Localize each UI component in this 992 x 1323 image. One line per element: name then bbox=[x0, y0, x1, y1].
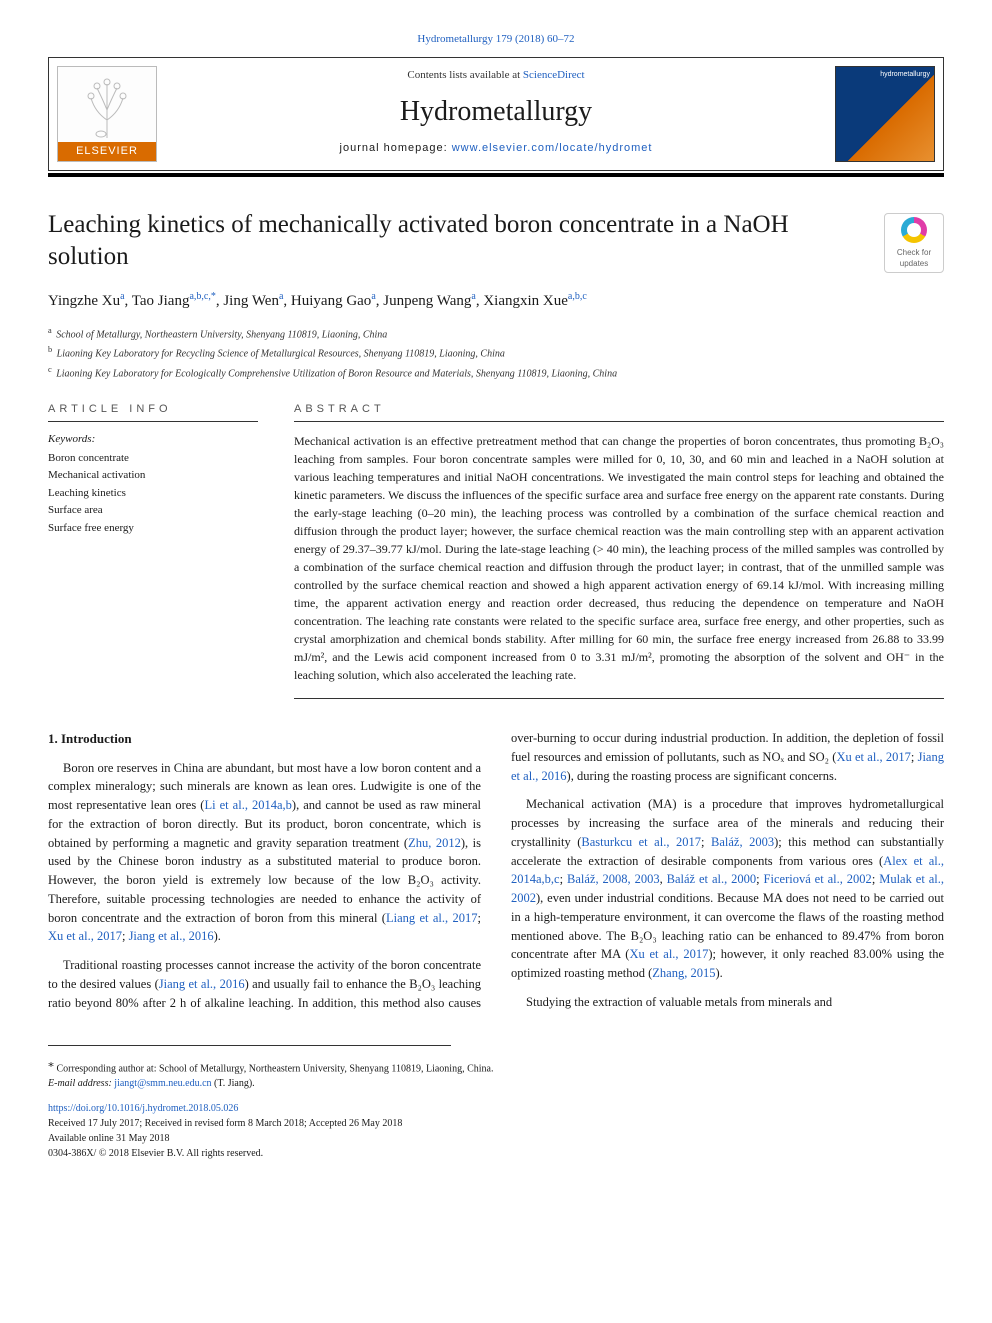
journal-issue-citation: Hydrometallurgy 179 (2018) 60–72 bbox=[48, 32, 944, 47]
section-heading-introduction: 1. Introduction bbox=[48, 729, 481, 749]
corresponding-author-text: Corresponding author at: School of Metal… bbox=[57, 1063, 494, 1074]
elsevier-tree-icon bbox=[58, 67, 156, 142]
check-for-updates-badge[interactable]: Check for updates bbox=[884, 213, 944, 273]
affiliation-item: b Liaoning Key Laboratory for Recycling … bbox=[48, 343, 944, 362]
publisher-logo[interactable]: ELSEVIER bbox=[57, 66, 157, 162]
keyword-item: Surface area bbox=[48, 502, 258, 520]
keywords-label: Keywords: bbox=[48, 432, 258, 447]
crossmark-icon bbox=[901, 217, 927, 243]
affiliation-item: c Liaoning Key Laboratory for Ecological… bbox=[48, 363, 944, 382]
author-list: Yingzhe Xua, Tao Jianga,b,c,*, Jing Wena… bbox=[48, 290, 944, 312]
journal-homepage-line: journal homepage: www.elsevier.com/locat… bbox=[169, 141, 823, 156]
body-paragraph: Studying the extraction of valuable meta… bbox=[511, 993, 944, 1012]
email-label: E-mail address: bbox=[48, 1078, 114, 1089]
email-author-suffix: (T. Jiang). bbox=[212, 1078, 255, 1089]
journal-homepage-link[interactable]: www.elsevier.com/locate/hydromet bbox=[452, 142, 653, 154]
doi-link[interactable]: https://doi.org/10.1016/j.hydromet.2018.… bbox=[48, 1103, 238, 1114]
affiliation-list: a School of Metallurgy, Northeastern Uni… bbox=[48, 324, 944, 382]
keyword-item: Surface free energy bbox=[48, 520, 258, 538]
corresponding-author-mark: ⁎ bbox=[48, 1056, 54, 1070]
article-footer: ⁎ Corresponding author at: School of Met… bbox=[48, 1054, 944, 1161]
body-paragraph: Boron ore reserves in China are abundant… bbox=[48, 759, 481, 947]
journal-header: ELSEVIER Contents lists available at Sci… bbox=[48, 57, 944, 171]
keyword-item: Boron concentrate bbox=[48, 450, 258, 468]
keyword-item: Leaching kinetics bbox=[48, 485, 258, 503]
check-updates-label: Check for updates bbox=[885, 247, 943, 269]
abstract-bottom-rule bbox=[294, 698, 944, 699]
sciencedirect-link[interactable]: ScienceDirect bbox=[523, 69, 585, 81]
keywords-list: Boron concentrateMechanical activationLe… bbox=[48, 450, 258, 538]
contents-prefix-text: Contents lists available at bbox=[407, 69, 522, 81]
publisher-brand-label: ELSEVIER bbox=[58, 142, 156, 161]
copyright-line: 0304-386X/ © 2018 Elsevier B.V. All righ… bbox=[48, 1146, 944, 1161]
info-rule bbox=[48, 421, 258, 422]
footer-separator bbox=[48, 1045, 451, 1046]
body-paragraph: Mechanical activation (MA) is a procedur… bbox=[511, 795, 944, 983]
homepage-prefix-text: journal homepage: bbox=[340, 142, 452, 154]
article-history: Received 17 July 2017; Received in revis… bbox=[48, 1116, 944, 1131]
contents-available-line: Contents lists available at ScienceDirec… bbox=[169, 68, 823, 83]
journal-cover-thumbnail[interactable]: hydrometallurgy bbox=[835, 66, 935, 162]
header-rule bbox=[48, 173, 944, 177]
cover-title-label: hydrometallurgy bbox=[836, 67, 934, 83]
abstract-rule bbox=[294, 421, 944, 422]
abstract-text: Mechanical activation is an effective pr… bbox=[294, 432, 944, 684]
available-online: Available online 31 May 2018 bbox=[48, 1131, 944, 1146]
affiliation-item: a School of Metallurgy, Northeastern Uni… bbox=[48, 324, 944, 343]
article-body: 1. Introduction Boron ore reserves in Ch… bbox=[48, 729, 944, 1017]
keyword-item: Mechanical activation bbox=[48, 467, 258, 485]
abstract-heading: ABSTRACT bbox=[294, 402, 944, 417]
article-info-heading: ARTICLE INFO bbox=[48, 402, 258, 417]
article-title: Leaching kinetics of mechanically activa… bbox=[48, 209, 944, 272]
corresponding-email-link[interactable]: jiangt@smm.neu.edu.cn bbox=[114, 1078, 211, 1089]
journal-title: Hydrometallurgy bbox=[169, 92, 823, 131]
journal-issue-link[interactable]: Hydrometallurgy 179 (2018) 60–72 bbox=[417, 33, 574, 45]
